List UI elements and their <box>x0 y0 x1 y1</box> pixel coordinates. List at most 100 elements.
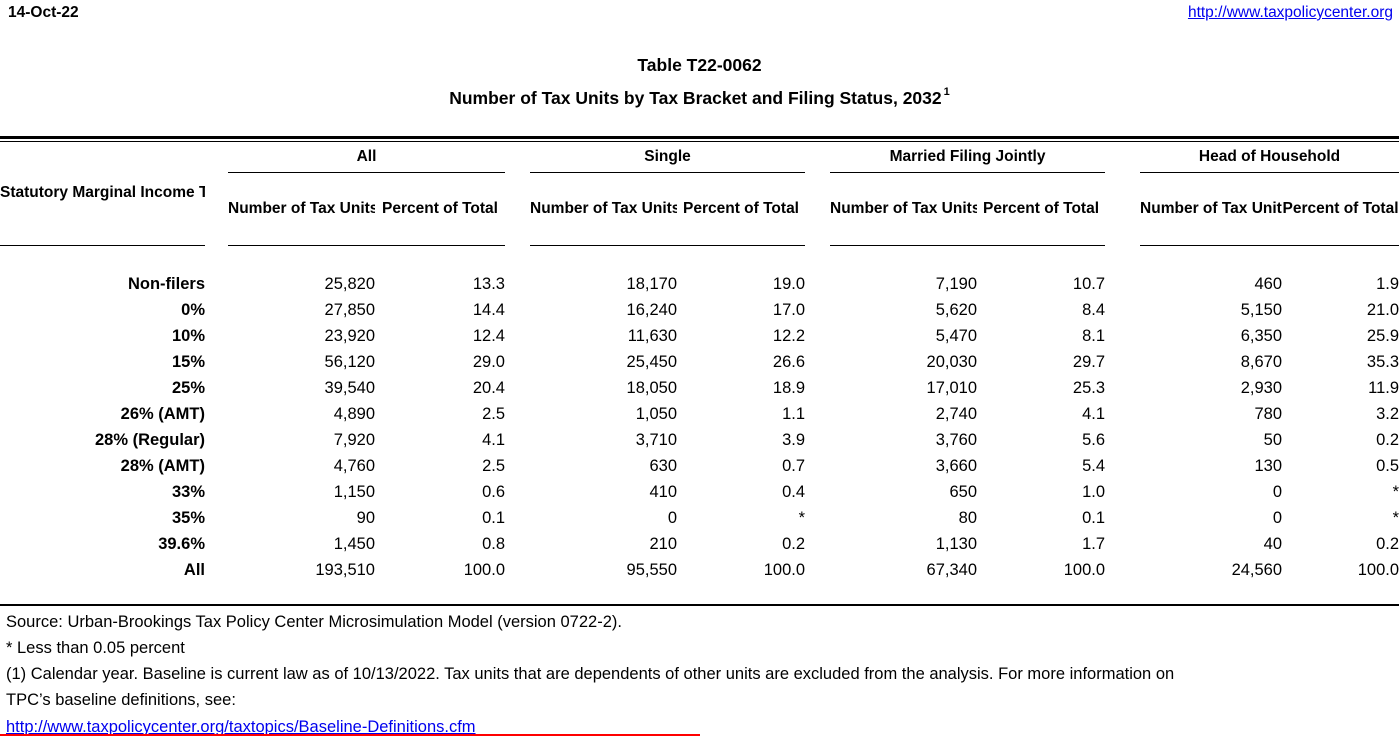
column-spacer <box>1105 350 1140 376</box>
column-spacer <box>205 402 228 428</box>
column-spacer <box>505 142 530 246</box>
column-spacer <box>1105 402 1140 428</box>
row-label: 33% <box>171 483 205 502</box>
table-header: Statutory Marginal Income Tax Rate All S… <box>0 141 1399 272</box>
subheader-all-number: Number of Tax Units (thousands) <box>228 172 375 246</box>
column-spacer <box>505 272 530 298</box>
cell-single-percent: 12.2 <box>772 327 806 346</box>
cell-single-number: 18,050 <box>626 379 677 398</box>
cell-mfj-percent: 8.1 <box>1082 327 1106 346</box>
cell-mfj-number: 67,340 <box>926 561 978 580</box>
cell-single-number: 18,170 <box>626 275 677 294</box>
column-spacer <box>205 298 228 324</box>
cell-hoh-percent: 0.2 <box>1376 431 1399 450</box>
column-spacer <box>1105 506 1140 532</box>
subheader-all-percent: Percent of Total <box>375 172 505 246</box>
column-spacer <box>505 480 530 506</box>
cell-mfj-percent: 1.0 <box>1082 483 1106 502</box>
cell-hoh-number: 780 <box>1254 405 1283 424</box>
cell-hoh-percent: 0.5 <box>1376 457 1399 476</box>
cell-hoh-number: 0 <box>1272 509 1283 528</box>
cell-all-number: 1,450 <box>333 535 375 554</box>
column-spacer <box>805 558 830 584</box>
cell-all-percent: 14.4 <box>472 301 505 320</box>
cell-mfj-number: 17,010 <box>926 379 978 398</box>
cell-single-percent: 19.0 <box>772 275 806 294</box>
cell-mfj-number: 20,030 <box>926 353 978 372</box>
cell-single-number: 410 <box>649 483 677 502</box>
cell-mfj-percent: 10.7 <box>1072 275 1106 294</box>
cell-hoh-number: 8,670 <box>1240 353 1283 372</box>
subheader-single-percent: Percent of Total <box>677 172 806 246</box>
red-page-break-line <box>0 734 700 736</box>
cell-all-number: 7,920 <box>333 431 375 450</box>
column-spacer <box>805 454 830 480</box>
cell-all-number: 27,850 <box>324 301 375 320</box>
cell-hoh-percent: 0.2 <box>1376 535 1399 554</box>
column-spacer <box>1105 272 1140 298</box>
column-spacer <box>205 506 228 532</box>
cell-hoh-percent: 3.2 <box>1376 405 1399 424</box>
cell-all-number: 90 <box>356 509 375 528</box>
cell-single-percent: 3.9 <box>782 431 806 450</box>
row-header-statutory-rate: Statutory Marginal Income Tax Rate <box>0 141 205 246</box>
row-label: 28% (AMT) <box>120 457 205 476</box>
cell-mfj-percent: 0.1 <box>1082 509 1106 528</box>
cell-all-percent: 2.5 <box>482 457 505 476</box>
tpc-home-link[interactable]: http://www.taxpolicycenter.org <box>1187 4 1393 21</box>
cell-mfj-number: 5,620 <box>935 301 978 320</box>
cell-mfj-number: 5,470 <box>935 327 978 346</box>
cell-hoh-percent: 35.3 <box>1366 353 1399 372</box>
cell-all-percent: 12.4 <box>472 327 505 346</box>
column-spacer <box>1105 480 1140 506</box>
cell-mfj-number: 3,760 <box>935 431 978 450</box>
row-label: 26% (AMT) <box>120 405 205 424</box>
column-spacer <box>805 272 830 298</box>
column-spacer <box>505 428 530 454</box>
cell-mfj-percent: 5.6 <box>1082 431 1106 450</box>
table-row: 0% 27,850 14.4 16,240 17.0 5,620 8.4 5,1… <box>0 298 1399 324</box>
row-label: Non-filers <box>127 275 205 294</box>
column-spacer <box>205 480 228 506</box>
cell-single-percent: 17.0 <box>772 301 806 320</box>
tax-units-table: Statutory Marginal Income Tax Rate All S… <box>0 141 1399 604</box>
row-label: 10% <box>171 327 205 346</box>
cell-mfj-number: 80 <box>958 509 978 528</box>
column-spacer <box>505 454 530 480</box>
column-spacer <box>205 324 228 350</box>
table-row: 28% (AMT) 4,760 2.5 630 0.7 3,660 5.4 13… <box>0 454 1399 480</box>
cell-single-number: 11,630 <box>627 327 677 346</box>
cell-mfj-percent: 29.7 <box>1072 353 1106 372</box>
cell-single-percent: 0.7 <box>782 457 806 476</box>
table-row: 26% (AMT) 4,890 2.5 1,050 1.1 2,740 4.1 … <box>0 402 1399 428</box>
cell-hoh-number: 50 <box>1263 431 1283 450</box>
cell-hoh-percent: 1.9 <box>1376 275 1399 294</box>
column-spacer <box>205 272 228 298</box>
cell-mfj-percent: 25.3 <box>1072 379 1106 398</box>
asterisk-note: * Less than 0.05 percent <box>6 639 185 658</box>
footnotes: Source: Urban-Brookings Tax Policy Cente… <box>0 606 1399 740</box>
cell-hoh-number: 6,350 <box>1240 327 1283 346</box>
column-spacer <box>505 506 530 532</box>
cell-mfj-percent: 4.1 <box>1082 405 1106 424</box>
cell-single-percent: * <box>798 509 806 528</box>
column-spacer <box>205 376 228 402</box>
cell-all-number: 56,120 <box>324 353 375 372</box>
row-label: 39.6% <box>158 535 205 554</box>
cell-hoh-percent: 21.0 <box>1366 301 1399 320</box>
cell-hoh-percent: * <box>1392 483 1399 502</box>
cell-all-percent: 2.5 <box>482 405 505 424</box>
table-row: 35% 90 0.1 0 * 80 0.1 0 * <box>0 506 1399 532</box>
cell-hoh-number: 40 <box>1263 535 1283 554</box>
column-spacer <box>205 558 228 584</box>
cell-single-number: 25,450 <box>626 353 677 372</box>
table-top-double-rule <box>0 135 1399 142</box>
column-spacer <box>505 402 530 428</box>
footnote-1-line-2: TPC’s baseline definitions, see: <box>6 691 236 710</box>
table-bottom-rule <box>0 603 1399 606</box>
baseline-definitions-link[interactable]: http://www.taxpolicycenter.org/taxtopics… <box>6 717 476 736</box>
cell-mfj-number: 7,190 <box>935 275 978 294</box>
cell-mfj-number: 650 <box>949 483 978 502</box>
cell-single-number: 210 <box>649 535 677 554</box>
column-spacer <box>505 376 530 402</box>
